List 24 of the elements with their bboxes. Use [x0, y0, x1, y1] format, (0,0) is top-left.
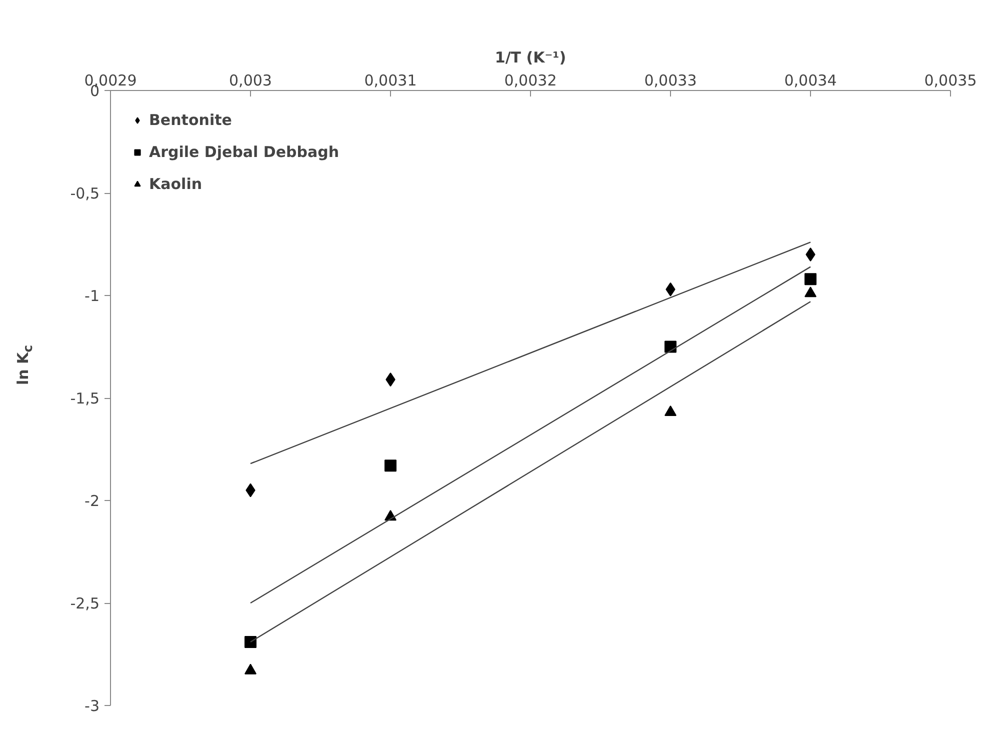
y-tick-label: -0,5 [70, 184, 100, 202]
point [244, 636, 256, 648]
legend-label: Bentonite [149, 111, 232, 129]
legend-label: Argile Djebal Debbagh [149, 143, 340, 161]
x-axis-title: 1/T (K⁻¹) [494, 48, 566, 66]
y-tick-label: -2 [84, 492, 100, 510]
point [664, 406, 676, 416]
point [804, 273, 816, 286]
x-tick-label: 0,0033 [644, 72, 697, 90]
legend-label: Kaolin [149, 175, 202, 193]
y-tick-label: -3 [84, 697, 100, 715]
point [664, 340, 676, 353]
y-tick-label: -2,5 [70, 594, 100, 612]
point [806, 248, 816, 262]
x-tick-label: 0,0032 [504, 72, 557, 90]
x-tick-label: 0,003 [229, 72, 272, 90]
point [804, 286, 816, 298]
point [244, 664, 256, 674]
point [384, 460, 396, 472]
y-tick-label: -1 [84, 287, 100, 305]
x-tick-label: 0,0031 [364, 72, 417, 90]
y-tick-label: -1,5 [70, 390, 100, 408]
x-tick-label: 0,0034 [784, 72, 837, 90]
x-tick-label: 0,0035 [924, 72, 977, 90]
